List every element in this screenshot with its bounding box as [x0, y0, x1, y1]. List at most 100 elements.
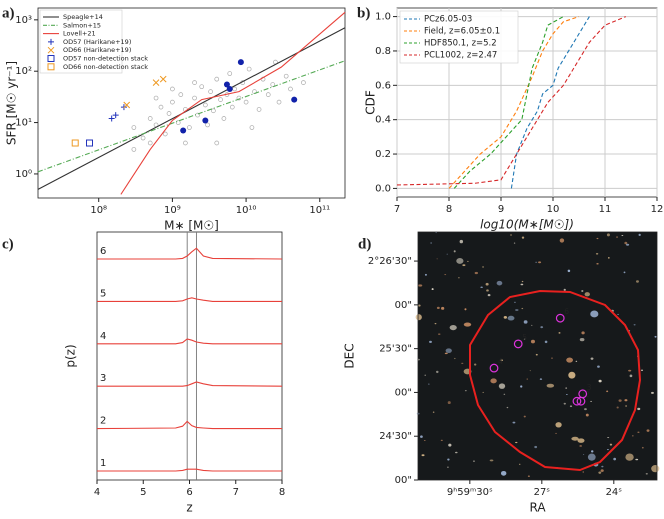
galaxy — [437, 333, 441, 335]
galaxy — [563, 402, 566, 405]
galaxy — [651, 391, 654, 394]
galaxy — [523, 320, 528, 324]
galaxy — [534, 445, 538, 449]
point — [205, 122, 210, 128]
series-line — [448, 16, 580, 189]
source-marker — [572, 396, 582, 406]
source-marker — [578, 389, 588, 399]
y-axis-label: CDF — [364, 90, 378, 115]
point — [256, 107, 262, 112]
point — [108, 115, 115, 122]
galaxy — [651, 465, 660, 473]
source-label: 2 — [585, 390, 590, 399]
point — [301, 80, 306, 85]
galaxy — [626, 243, 630, 246]
galaxy — [498, 383, 506, 389]
legend-label: PCz6.05-03 — [424, 15, 472, 25]
series-line — [96, 420, 282, 430]
y-tick-label: 00" — [395, 387, 412, 398]
galaxy — [616, 406, 619, 409]
galaxy — [486, 289, 489, 292]
galaxy — [421, 454, 425, 457]
source-label: 4 — [498, 357, 503, 366]
galaxy — [510, 234, 512, 236]
series-line — [97, 381, 283, 387]
point — [227, 71, 233, 76]
galaxy — [436, 370, 439, 374]
source-label: 1 — [581, 390, 586, 399]
galaxy — [598, 471, 602, 474]
galaxy — [447, 458, 450, 461]
legend-box — [399, 10, 519, 64]
galaxy — [447, 401, 451, 405]
x-axis-label: M∗ [M☉] — [164, 219, 219, 233]
point — [71, 139, 79, 147]
galaxy — [582, 471, 584, 473]
x-tick-label: 7 — [233, 487, 239, 498]
galaxy — [446, 253, 448, 255]
galaxy — [461, 362, 464, 365]
plot-frame — [417, 231, 658, 481]
galaxy — [625, 405, 628, 407]
point — [178, 92, 184, 97]
galaxy — [503, 315, 508, 319]
point — [211, 108, 216, 114]
galaxy — [590, 450, 594, 453]
point — [270, 82, 276, 87]
galaxy — [623, 271, 626, 274]
point — [170, 86, 175, 92]
legend-label: Lovell+21 — [63, 30, 96, 38]
galaxy — [577, 438, 585, 443]
galaxy — [418, 304, 421, 307]
legend-swatch — [48, 38, 54, 45]
galaxy — [558, 332, 561, 334]
galaxy — [431, 288, 434, 290]
source-label: 5 — [522, 333, 527, 342]
galaxy — [625, 453, 634, 461]
galaxy — [424, 273, 427, 276]
x-tick-label: 6 — [186, 487, 192, 498]
galaxy — [617, 313, 620, 315]
row-label: 3 — [100, 373, 106, 384]
x-tick-label: 9 — [498, 204, 504, 215]
series-line — [97, 297, 282, 302]
galaxy — [423, 439, 426, 441]
galaxy — [512, 421, 516, 424]
legend-label: OD57 (Harikane+19) — [63, 38, 131, 46]
y-axis-label: SFR [M☉ yr⁻¹] — [5, 61, 19, 145]
galaxy — [581, 331, 585, 335]
galaxy — [641, 446, 644, 449]
galaxy — [526, 378, 528, 380]
galaxy — [513, 242, 516, 244]
galaxy — [429, 340, 432, 343]
point — [214, 140, 220, 146]
point — [226, 86, 233, 93]
galaxy — [582, 454, 585, 456]
galaxy — [515, 309, 519, 311]
point — [131, 125, 137, 130]
legend-label: OD66 (Harikane+19) — [63, 46, 131, 54]
galaxy — [523, 338, 526, 340]
series-line — [97, 247, 283, 260]
galaxy — [621, 235, 624, 237]
galaxy — [631, 435, 634, 437]
galaxy — [590, 357, 594, 360]
x-tick-label: 10 — [547, 204, 560, 215]
galaxy — [444, 352, 448, 355]
galaxy — [500, 359, 503, 362]
galaxy — [467, 260, 469, 262]
galaxy — [598, 379, 602, 383]
point — [192, 95, 197, 101]
panel-title: a) — [2, 5, 15, 21]
galaxy — [444, 273, 447, 276]
point — [246, 66, 252, 72]
galaxy — [456, 258, 464, 264]
galaxy — [600, 469, 604, 472]
galaxy — [418, 284, 423, 287]
y-tick-label: 25'30" — [379, 344, 412, 355]
row-label: 5 — [100, 288, 106, 299]
galaxy — [628, 369, 632, 372]
legend-swatch — [47, 63, 55, 71]
galaxy — [463, 322, 472, 327]
point — [192, 80, 197, 85]
